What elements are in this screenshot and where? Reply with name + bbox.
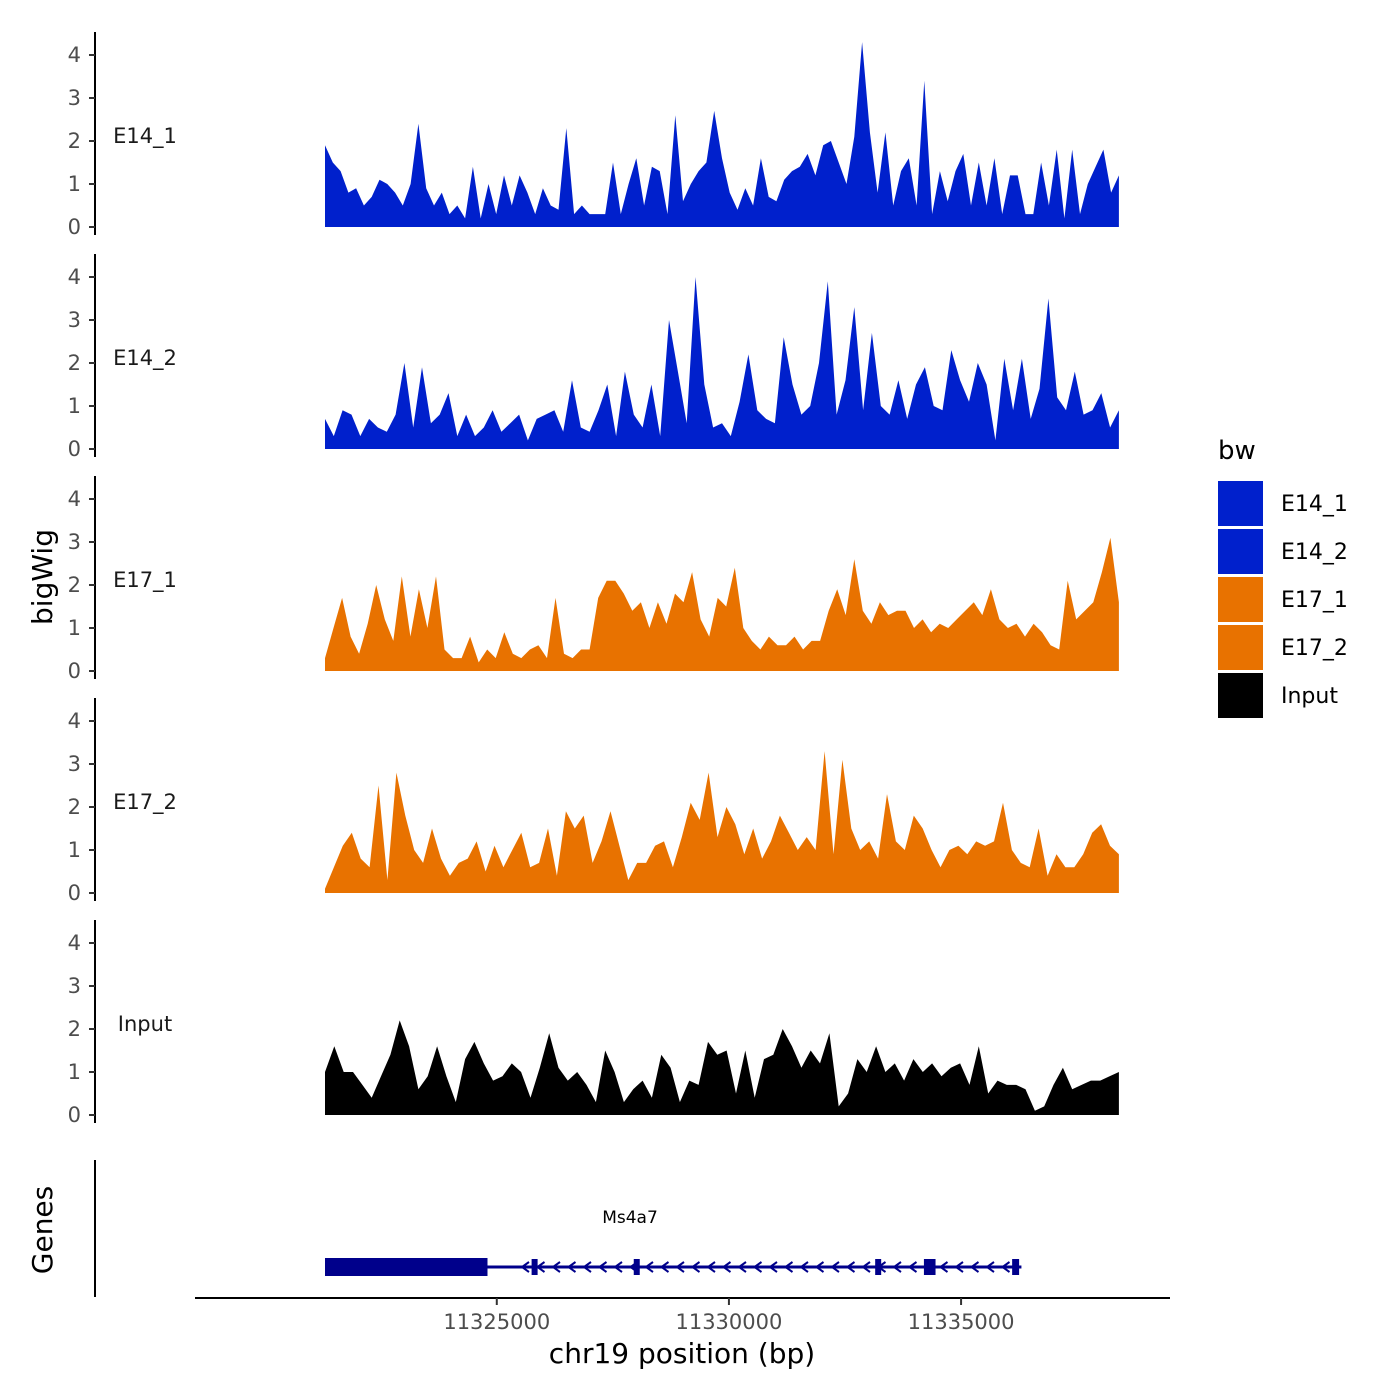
legend-label-Input: Input (1281, 684, 1338, 709)
gene-exon-2 (531, 1259, 538, 1275)
legend-label-E14_2: E14_2 (1281, 540, 1348, 565)
strand-arrow (644, 1261, 654, 1273)
legend-swatch-E17_2 (1218, 625, 1263, 670)
track-label-E14_2: E14_2 (113, 346, 177, 371)
y-tick-label-E14_2-0: 0 (68, 437, 81, 461)
legend-swatch-Input (1218, 673, 1263, 718)
y-axis-title: bigWig (26, 529, 59, 625)
y-tick-label-E17_1-1: 1 (68, 616, 81, 640)
area-E14_2 (325, 277, 1119, 449)
track-E17_2: 0 1 2 3 4 E17_2 (68, 698, 1119, 905)
legend-swatch-E14_2 (1218, 529, 1263, 574)
genes-panel-title: Genes (26, 1186, 59, 1274)
y-tick-label-E17_1-3: 3 (68, 530, 81, 554)
track-E17_1: 0 1 2 3 4 E17_1 (68, 476, 1119, 683)
gene-exon-3 (633, 1259, 640, 1275)
x-tick-label-11335000: 11335000 (908, 1310, 1015, 1334)
strand-arrow (690, 1261, 701, 1273)
y-tick-label-E17_1-2: 2 (68, 573, 81, 597)
y-tick-label-E14_1-4: 4 (68, 43, 81, 67)
strand-arrow (954, 1261, 964, 1273)
area-E14_1 (325, 42, 1119, 227)
strand-arrow (721, 1261, 732, 1273)
gene-exon-5 (923, 1259, 936, 1275)
area-E17_1 (325, 537, 1119, 671)
strand-arrow (737, 1261, 747, 1273)
strand-arrow (783, 1261, 794, 1273)
y-tick-label-Input-0: 0 (68, 1103, 81, 1127)
strand-arrow (830, 1261, 840, 1273)
y-tick-label-E14_2-4: 4 (68, 265, 81, 289)
y-tick-label-E17_1-0: 0 (68, 659, 81, 683)
strand-arrow (814, 1261, 825, 1273)
y-tick-label-E17_2-4: 4 (68, 709, 81, 733)
strand-arrow (861, 1261, 871, 1273)
x-axis: 11325000 11330000 11335000 (195, 1297, 1170, 1334)
y-tick-label-Input-4: 4 (68, 931, 81, 955)
area-Input (325, 1020, 1119, 1115)
legend-label-E17_1: E17_1 (1281, 588, 1348, 613)
track-label-E14_1: E14_1 (113, 124, 177, 149)
track-label-E17_2: E17_2 (113, 790, 177, 815)
strand-arrow (597, 1261, 608, 1273)
gene-exon-6 (1012, 1259, 1020, 1275)
strand-arrow (566, 1261, 577, 1273)
track-E14_2: 0 1 2 3 4 E14_2 (68, 254, 1119, 461)
strand-arrow (938, 1261, 949, 1273)
track-Input: 0 1 2 3 4 Input (68, 920, 1119, 1127)
genes-panel: Genes Ms4a7 (26, 1160, 1022, 1297)
tracks-group: 0 1 2 3 4 E14_1 0 1 2 3 4 E14_2 0 1 2 3 4 E17_1 0 1 2 3 4 E17_2… (68, 32, 1119, 1127)
strand-arrow (845, 1261, 856, 1273)
x-tick-label-11325000: 11325000 (443, 1310, 550, 1334)
x-axis-title: chr19 position (bp) (549, 1337, 815, 1370)
strand-arrow (582, 1261, 592, 1273)
legend-swatch-E17_1 (1218, 577, 1263, 622)
y-tick-label-Input-1: 1 (68, 1060, 81, 1084)
y-tick-label-E17_1-4: 4 (68, 487, 81, 511)
strand-arrow (613, 1261, 623, 1273)
track-label-Input: Input (118, 1012, 172, 1036)
y-tick-label-E17_2-1: 1 (68, 838, 81, 862)
strand-arrow (1000, 1261, 1011, 1273)
legend-swatch-E14_1 (1218, 481, 1263, 526)
gene-exon-1 (325, 1258, 488, 1276)
y-tick-label-E14_2-2: 2 (68, 351, 81, 375)
x-tick-label-11330000: 11330000 (675, 1310, 782, 1334)
area-E17_2 (325, 751, 1119, 893)
y-tick-label-E17_2-3: 3 (68, 752, 81, 776)
y-tick-label-E14_2-3: 3 (68, 308, 81, 332)
legend: bw E14_1 E14_2 E17_1 E17_2 Input (1218, 436, 1348, 718)
strand-arrow (520, 1261, 530, 1273)
gene-exon-4 (875, 1259, 882, 1275)
strand-arrow (659, 1261, 670, 1273)
y-tick-label-E14_1-3: 3 (68, 86, 81, 110)
legend-label-E14_1: E14_1 (1281, 492, 1348, 517)
y-tick-label-E14_2-1: 1 (68, 394, 81, 418)
y-tick-label-Input-2: 2 (68, 1017, 81, 1041)
strand-arrow (892, 1261, 902, 1273)
y-tick-label-E17_2-2: 2 (68, 795, 81, 819)
strand-arrow (675, 1261, 685, 1273)
legend-title: bw (1218, 436, 1256, 466)
strand-arrow (907, 1261, 918, 1273)
strand-arrow (799, 1261, 809, 1273)
strand-arrow (969, 1261, 980, 1273)
y-tick-label-E14_1-1: 1 (68, 172, 81, 196)
gene-name-label: Ms4a7 (602, 1208, 658, 1228)
track-label-E17_1: E17_1 (113, 568, 177, 593)
y-tick-label-E14_1-2: 2 (68, 129, 81, 153)
legend-label-E17_2: E17_2 (1281, 636, 1348, 661)
y-tick-label-E17_2-0: 0 (68, 881, 81, 905)
track-E14_1: 0 1 2 3 4 E14_1 (68, 32, 1119, 239)
strand-arrow (706, 1261, 716, 1273)
strand-arrow (985, 1261, 995, 1273)
gene-model (325, 1258, 1022, 1276)
strand-arrow (551, 1261, 561, 1273)
strand-arrow (752, 1261, 763, 1273)
y-tick-label-E14_1-0: 0 (68, 215, 81, 239)
strand-arrow (768, 1261, 778, 1273)
y-tick-label-Input-3: 3 (68, 974, 81, 998)
